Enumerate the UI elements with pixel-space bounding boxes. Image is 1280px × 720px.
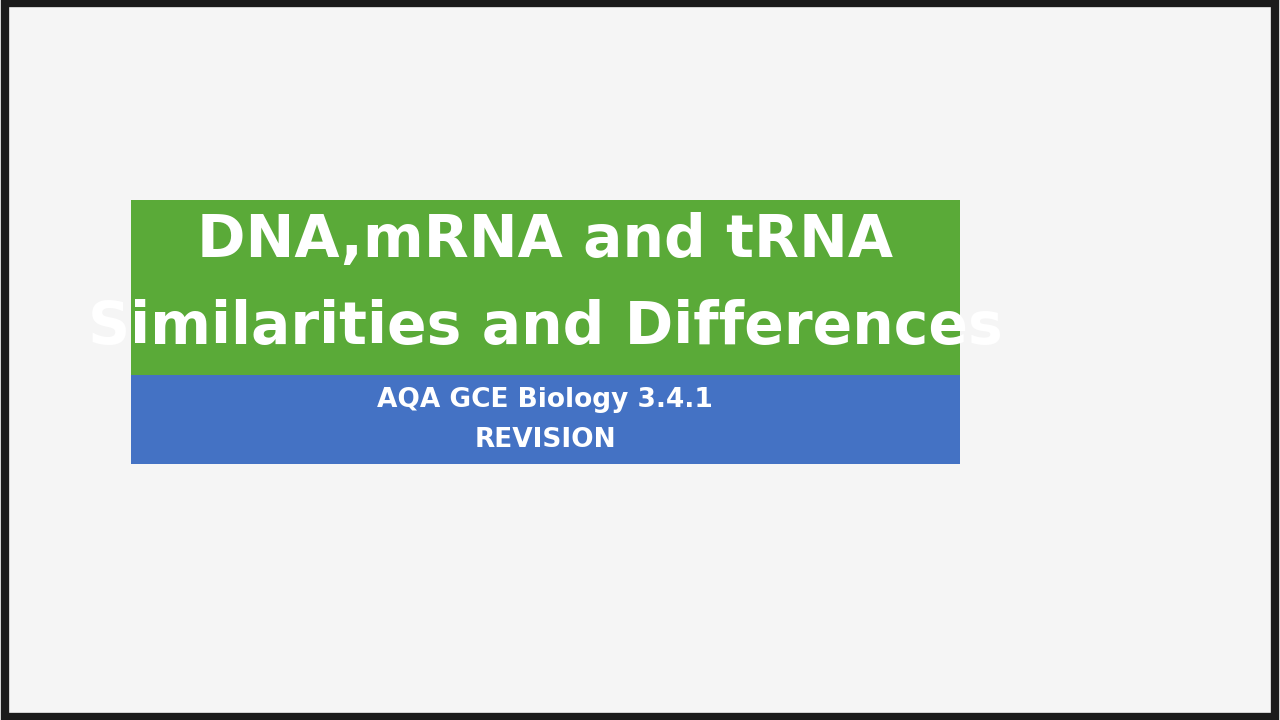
Bar	[131, 200, 960, 375]
Text: REVISION: REVISION	[475, 427, 616, 453]
Text: Similarities and Differences: Similarities and Differences	[88, 299, 1002, 356]
Text: AQA GCE Biology 3.4.1: AQA GCE Biology 3.4.1	[378, 387, 713, 413]
Bar	[131, 375, 960, 464]
Text: DNA,mRNA and tRNA: DNA,mRNA and tRNA	[197, 212, 893, 269]
